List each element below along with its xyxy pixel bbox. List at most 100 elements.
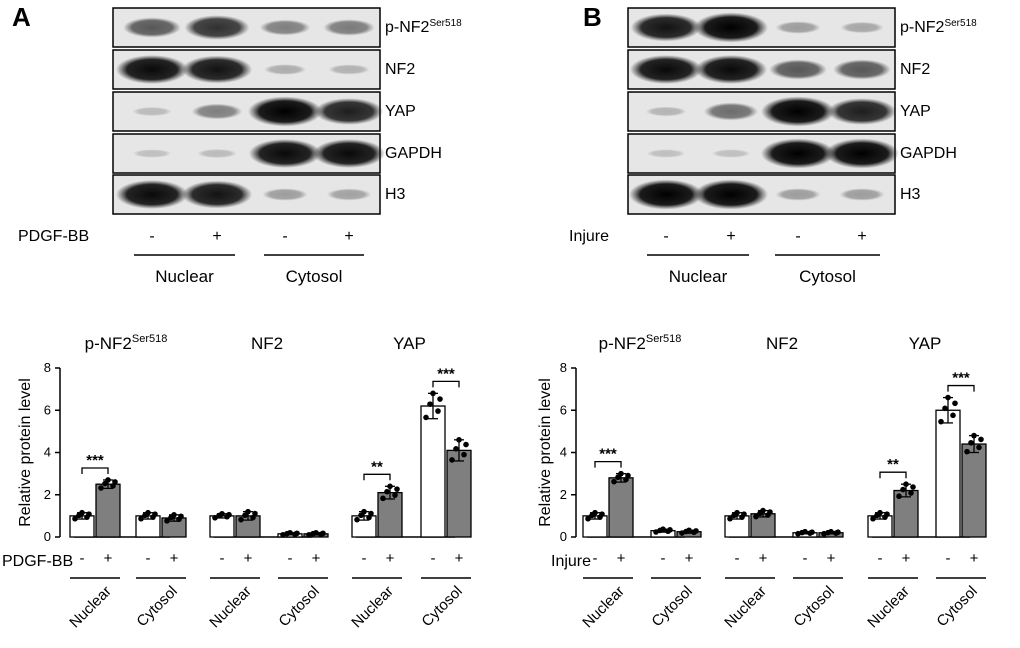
group-label: Nuclear	[348, 583, 397, 632]
blot-band	[703, 102, 759, 121]
blot-band	[775, 188, 821, 201]
blot-band	[694, 55, 768, 84]
data-point	[430, 390, 436, 397]
sig-label: **	[887, 456, 899, 473]
data-point	[741, 511, 747, 517]
blot-label-h3: H3	[900, 186, 921, 203]
data-point	[667, 527, 673, 533]
blot-label-yap: YAP	[900, 103, 931, 120]
blot-band	[191, 103, 243, 120]
data-point	[938, 418, 944, 425]
sig-bracket	[81, 467, 109, 474]
lane-sign: +	[212, 228, 221, 245]
blot-band	[132, 149, 172, 158]
data-point	[86, 511, 92, 517]
panel-letter-A: A	[12, 2, 31, 32]
sig-label: ***	[952, 370, 970, 387]
blot-label-gapdh: GAPDH	[385, 145, 442, 162]
blot-band	[711, 149, 751, 158]
blot-band	[694, 12, 768, 43]
y-tick-label: 6	[560, 402, 567, 417]
group-label: Cytosol	[933, 583, 980, 630]
lane-sign: +	[726, 228, 735, 245]
data-point	[427, 401, 433, 407]
protein-title-p-nf2: p-NF2Ser518	[85, 333, 168, 353]
blot-band	[262, 188, 308, 201]
blot-label-nf2: NF2	[900, 61, 930, 78]
treatment-label: Injure	[569, 228, 609, 245]
data-point	[828, 528, 834, 535]
data-point	[72, 515, 78, 522]
blot-band	[323, 19, 375, 36]
blot-band	[761, 138, 835, 169]
bar	[935, 409, 961, 538]
sig-label: ***	[599, 446, 617, 463]
lane-sign: -	[803, 550, 808, 567]
data-point	[686, 527, 692, 534]
data-point	[968, 439, 974, 446]
sig-label: **	[371, 458, 383, 475]
blot-band	[326, 188, 372, 201]
lane-sign: -	[661, 550, 666, 567]
blot-label-nf2: NF2	[385, 61, 415, 78]
lane-sign: +	[344, 228, 353, 245]
blot-band	[115, 55, 189, 84]
y-tick-label: 0	[560, 529, 567, 544]
data-point	[238, 516, 244, 523]
lane-sign: -	[80, 550, 85, 567]
data-point	[380, 495, 386, 502]
sig-label: ***	[86, 452, 104, 469]
data-point	[354, 516, 360, 523]
lane-sign: +	[170, 550, 179, 567]
blot-band	[248, 139, 322, 168]
group-label: Cytosol	[275, 583, 322, 630]
sig-bracket	[363, 473, 391, 481]
data-point	[392, 492, 398, 498]
data-point	[835, 529, 841, 535]
group-label: Nuclear	[864, 583, 913, 632]
data-point	[767, 509, 773, 515]
blot-band	[314, 98, 384, 125]
fraction-label: Nuclear	[669, 267, 728, 286]
blot-band	[839, 188, 885, 201]
bar-chart-1: 0 2 4 6 8 Relative protein level p-NF2Ser518 - +…	[537, 333, 987, 632]
data-point	[152, 511, 158, 517]
sig-bracket	[947, 384, 975, 392]
data-point	[461, 451, 467, 458]
data-point	[294, 530, 300, 537]
protein-title-p-nf2: p-NF2Ser518	[599, 333, 682, 353]
data-point	[802, 528, 808, 535]
data-point	[585, 515, 591, 522]
data-point	[896, 493, 902, 500]
data-point	[384, 488, 390, 495]
data-point	[320, 530, 326, 537]
lane-sign: +	[244, 550, 253, 567]
data-point	[252, 510, 258, 517]
data-point	[287, 529, 293, 536]
y-tick-label: 8	[560, 360, 567, 375]
data-point	[463, 441, 469, 448]
fraction-label: Nuclear	[155, 267, 214, 286]
data-point	[618, 470, 624, 477]
sig-bracket	[432, 380, 460, 388]
blot-band	[263, 64, 307, 75]
data-point	[952, 400, 958, 407]
data-point	[971, 432, 977, 439]
data-point	[423, 414, 429, 421]
blot-band	[181, 180, 253, 209]
group-label: Cytosol	[648, 583, 695, 630]
lane-sign: -	[149, 228, 154, 245]
data-point	[368, 510, 374, 517]
data-point	[79, 509, 85, 516]
blot-band	[825, 138, 899, 169]
data-point	[950, 412, 956, 419]
blot-band	[833, 59, 891, 80]
fraction-label: Cytosol	[286, 267, 343, 286]
y-axis-label: Relative protein level	[537, 378, 554, 527]
data-point	[105, 477, 111, 483]
data-point	[693, 528, 699, 534]
data-point	[945, 394, 951, 401]
data-point	[900, 486, 906, 493]
data-point	[660, 526, 666, 532]
data-point	[942, 405, 948, 412]
